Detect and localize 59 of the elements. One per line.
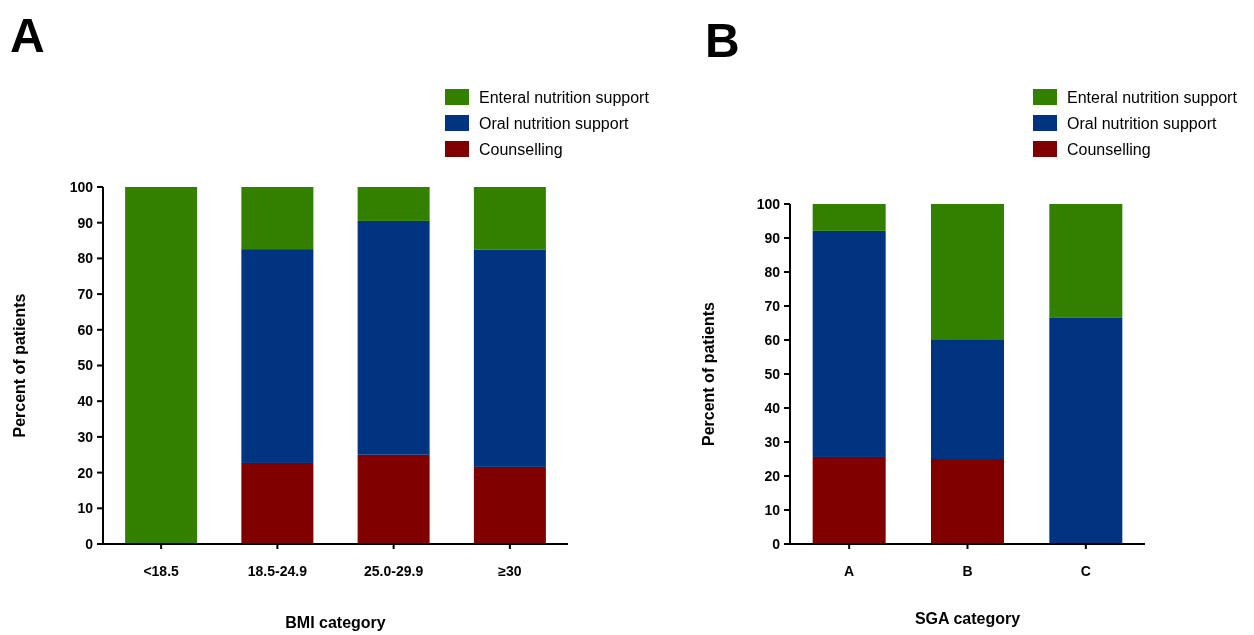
y-tick-label: 40 [764,399,781,416]
bar [931,204,1004,340]
y-tick-label: 60 [77,321,94,338]
legend-label: Counselling [479,140,563,158]
bar [241,249,314,463]
y-tick-label: 70 [77,286,94,302]
x-tick-label: ≥30 [498,563,522,579]
bar [241,187,314,250]
x-tick-label: <18.5 [143,563,180,579]
bar [812,230,886,457]
y-tick-label: 60 [764,331,781,348]
y-tick-label: 30 [764,433,781,450]
y-tick-label: 80 [764,263,781,280]
bar [473,187,546,250]
x-axis-title: SGA category [914,610,1021,627]
bar [125,187,198,544]
bar [812,456,886,544]
y-tick-label: 90 [764,229,781,246]
y-tick-label: 20 [764,467,781,484]
x-tick-label: 18.5-24.9 [247,563,308,579]
bar [357,220,430,455]
y-tick-label: 90 [77,214,94,231]
bar [931,340,1004,459]
y-tick-label: 100 [756,195,781,212]
y-tick-label: 70 [764,297,781,314]
y-tick-label: 20 [77,464,94,481]
x-axis-title: BMI category [285,614,386,631]
x-tick-label: A [844,563,855,579]
bar [473,466,546,544]
x-tick-label: B [962,563,973,579]
y-tick-label: 10 [764,501,781,518]
x-tick-label: 25.0-29.9 [364,563,424,579]
bar [812,204,886,231]
y-tick-label: 0 [772,535,781,552]
bar [931,459,1004,544]
bar [473,249,546,467]
bar [357,187,430,221]
legend-label: Oral nutrition support [479,114,629,132]
y-axis-title: Percent of patients [700,301,717,447]
legend-label: Enteral nutrition support [479,88,650,106]
bar [357,454,430,544]
y-tick-label: 50 [77,357,94,374]
chart-title: A [10,9,45,62]
bar [1049,317,1123,544]
y-tick-label: 50 [764,365,781,382]
bar [241,462,314,544]
legend-label: Counselling [1067,140,1151,158]
y-tick-label: 10 [77,500,94,517]
legend-label: Oral nutrition support [1067,114,1217,132]
y-tick-label: 40 [77,393,94,410]
y-tick-label: 100 [69,178,94,195]
y-tick-label: 80 [77,250,94,267]
chart-title: B [705,14,740,67]
bar [1049,204,1123,318]
y-tick-label: 30 [77,428,94,445]
y-axis-title: Percent of patients [11,293,28,438]
y-tick-label: 0 [85,535,94,552]
x-tick-label: C [1080,563,1091,579]
legend-label: Enteral nutrition support [1067,88,1238,106]
